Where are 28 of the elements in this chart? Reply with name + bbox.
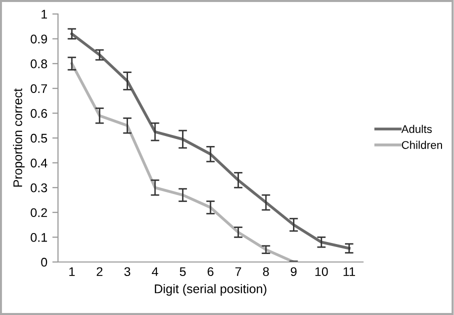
y-tick-label: 0.2: [30, 208, 47, 218]
x-tick-label: 8: [263, 267, 269, 276]
y-axis-title: Proportion correct: [13, 88, 25, 187]
y-tick-label: 0.7: [30, 84, 47, 94]
y-tick-label: 0.9: [30, 34, 47, 44]
y-tick-label: 0.5: [30, 134, 48, 143]
x-tick-label: 6: [208, 267, 214, 276]
legend-label: Children: [402, 140, 442, 149]
y-tick-label: 0.3: [30, 183, 48, 192]
x-tick-label: 1: [69, 267, 75, 276]
x-tick-label: 5: [180, 267, 186, 276]
y-tick-label: 0.4: [30, 158, 48, 168]
y-tick-label: 0.6: [30, 109, 48, 118]
x-tick-label: 4: [152, 267, 158, 276]
legend-label: Adults: [401, 124, 432, 134]
x-axis-title: Digit (serial position): [154, 284, 266, 296]
x-tick-label: 2: [96, 267, 102, 276]
y-tick-label: 0.1: [30, 233, 47, 242]
x-tick-label: 7: [235, 267, 242, 276]
line-series: [70, 62, 296, 262]
y-tick-label: 0.8: [30, 59, 48, 68]
x-tick-label: 11: [344, 267, 356, 276]
x-tick-label: 10: [315, 267, 328, 276]
y-tick-label: 1: [42, 10, 47, 19]
line-series: [70, 32, 351, 250]
y-tick-label: 0: [41, 258, 48, 267]
x-tick-label: 3: [124, 267, 130, 276]
x-tick-label: 9: [290, 267, 297, 276]
